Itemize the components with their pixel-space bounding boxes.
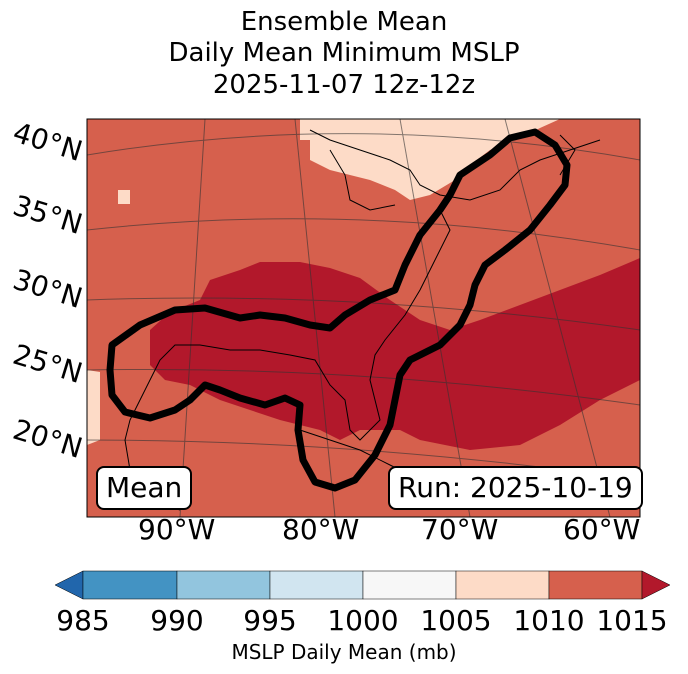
lon-label-90w: 90°W [138, 513, 216, 546]
field-1005-1010-speck [118, 190, 130, 204]
colorbar-tick-985: 985 [56, 604, 110, 637]
title-line-1: Ensemble Mean [240, 7, 448, 37]
colorbar-tick-990: 990 [150, 604, 204, 637]
colorbar-1010-1015 [548, 570, 643, 600]
mslp-contour [106, 128, 571, 492]
title-line-2: Daily Mean Minimum MSLP [168, 38, 520, 68]
colorbar [54, 570, 671, 600]
colorbar-tick-1015: 1015 [596, 604, 668, 637]
field-1005-1010-north [280, 119, 560, 200]
run-date-box: Run: 2025-10-19 [388, 466, 643, 510]
colorbar-tick-1010: 1010 [513, 604, 585, 637]
lon-label-60w: 60°W [563, 513, 641, 546]
colorbar-tick-1000: 1000 [327, 604, 399, 637]
colorbar-label: MSLP Daily Mean (mb) [231, 640, 457, 664]
mean-label-box: Mean [96, 466, 193, 510]
colorbar-985-990 [82, 570, 178, 600]
colorbar-1000-1005 [362, 570, 457, 600]
lon-label-70w: 70°W [421, 513, 499, 546]
lon-label-80w: 80°W [282, 513, 360, 546]
field-1005-1010-west [87, 370, 100, 445]
colorbar-over [641, 570, 671, 600]
colorbar-under [54, 570, 84, 600]
colorbar-995-1000 [269, 570, 364, 600]
colorbar-tick-995: 995 [243, 604, 297, 637]
colorbar-1005-1010 [455, 570, 550, 600]
colorbar-990-995 [176, 570, 271, 600]
title-line-3: 2025-11-07 12z-12z [212, 70, 476, 100]
colorbar-tick-1005: 1005 [420, 604, 492, 637]
